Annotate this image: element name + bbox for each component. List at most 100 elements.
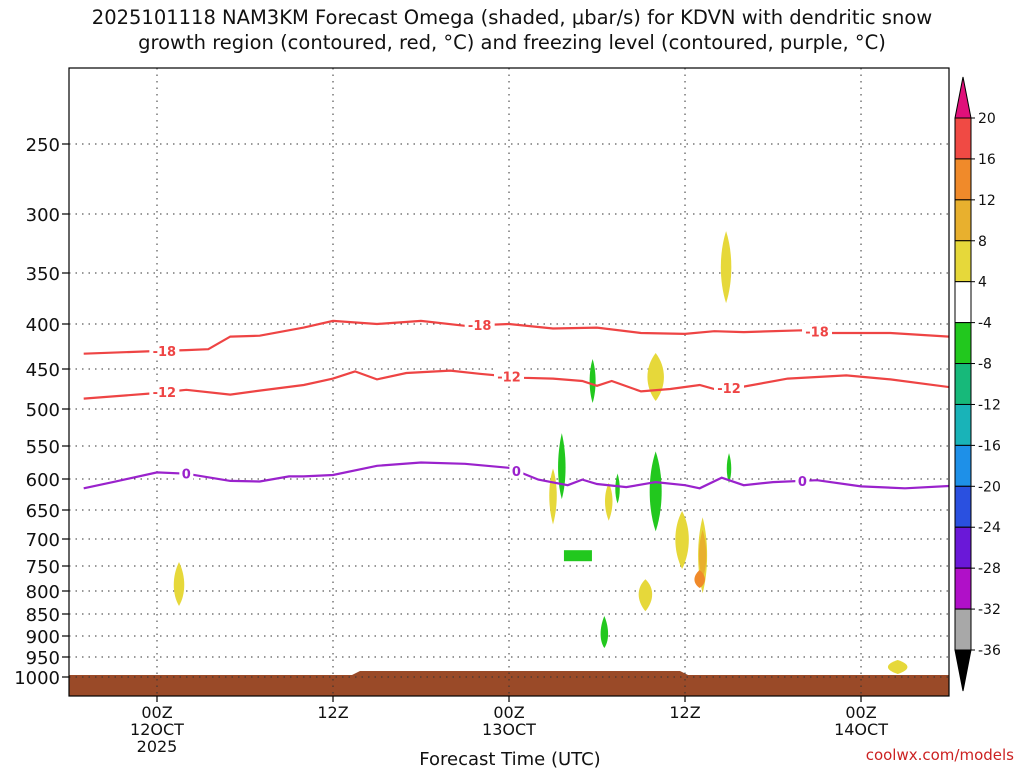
omega-region — [887, 660, 908, 674]
colorbar-cell — [954, 485, 972, 528]
omega-region — [600, 616, 609, 648]
x-tick-label: 2025 — [137, 737, 178, 756]
colorbar-label: 12 — [978, 193, 996, 209]
colorbar-arrow-bottom — [954, 649, 972, 692]
contour-label: -12 — [497, 370, 521, 385]
omega-region — [649, 451, 662, 532]
y-axis: 2503003504004505005506006507007508008509… — [14, 135, 69, 689]
y-tick-label: 250 — [26, 135, 60, 156]
colorbar-cell — [954, 199, 972, 242]
omega-region — [615, 473, 620, 504]
y-tick-label: 350 — [26, 264, 60, 285]
y-tick-label: 800 — [26, 582, 60, 603]
colorbar-cell — [954, 158, 972, 201]
omega-shading-layer — [173, 231, 908, 674]
y-tick-label: 500 — [26, 400, 60, 421]
contour-label: -18 — [468, 319, 492, 334]
y-tick-label: 650 — [26, 501, 60, 522]
colorbar-label: 20 — [978, 111, 996, 127]
x-tick-label: 13OCT — [482, 720, 536, 739]
contour-label: -18 — [153, 345, 177, 360]
colorbar-cell — [954, 403, 972, 446]
x-tick-label: 12Z — [669, 703, 700, 722]
contour-label-bg — [464, 317, 495, 334]
y-tick-label: 400 — [26, 315, 60, 336]
omega-region — [638, 579, 653, 612]
colorbar-label: -36 — [978, 643, 1001, 659]
chart-title-line-2: growth region (contoured, red, °C) and f… — [138, 31, 886, 54]
y-tick-label: 600 — [26, 470, 60, 491]
contour-label-bg — [714, 379, 745, 396]
contour-label-bg — [795, 472, 810, 489]
omega-region — [558, 433, 566, 500]
omega-region — [604, 482, 613, 521]
colorbar-label: -24 — [978, 520, 1001, 536]
x-axis-label: Forecast Time (UTC) — [419, 749, 600, 768]
colorbar-label: -4 — [978, 316, 992, 332]
omega-region — [589, 359, 596, 403]
x-tick-label: 12Z — [317, 703, 348, 722]
colorbar-cell — [954, 240, 972, 283]
omega-region — [720, 231, 732, 304]
colorbar-cell — [954, 444, 972, 487]
colorbar-label: -8 — [978, 357, 992, 373]
contour-label: 0 — [182, 468, 191, 483]
contour-line-0 — [83, 461, 949, 490]
y-tick-label: 900 — [26, 627, 60, 648]
y-tick-label: 1000 — [14, 668, 60, 689]
y-tick-label: 550 — [26, 437, 60, 458]
omega-region — [563, 550, 592, 562]
y-tick-label: 300 — [26, 205, 60, 226]
y-tick-label: 750 — [26, 557, 60, 578]
omega-region — [694, 570, 705, 588]
colorbar-cell — [954, 608, 972, 651]
colorbar-label: -16 — [978, 438, 1001, 454]
x-tick-label: 00Z — [493, 703, 524, 722]
chart-title-line-1: 2025101118 NAM3KM Forecast Omega (shaded… — [92, 6, 932, 29]
colorbar: 20 16 12 8 4 -4 -8 -12 -16 -20 -24 -28 -32 -36 — [954, 76, 1001, 692]
y-tick-label: 850 — [26, 605, 60, 626]
colorbar-arrow-top — [954, 76, 972, 119]
contour-label-bg — [802, 323, 833, 340]
credit-link[interactable]: coolwx.com/models — [866, 746, 1014, 764]
colorbar-label: -32 — [978, 602, 1001, 618]
y-tick-label: 700 — [26, 530, 60, 551]
colorbar-label: 4 — [978, 275, 987, 291]
x-tick-label: 12OCT — [130, 720, 184, 739]
y-tick-label: 950 — [26, 648, 60, 669]
omega-region — [173, 562, 185, 606]
omega-region — [698, 529, 707, 578]
omega-region — [726, 453, 732, 484]
contour-label: -12 — [153, 386, 177, 401]
terrain-surface — [69, 671, 949, 696]
colorbar-label: -12 — [978, 397, 1001, 413]
contour-label-bg — [509, 462, 524, 479]
colorbar-label: 16 — [978, 152, 996, 168]
colorbar-label: 8 — [978, 234, 987, 250]
contour-label-bg — [179, 465, 194, 482]
contour-label-bg — [149, 342, 180, 359]
omega-region — [549, 468, 557, 525]
grid-layer — [69, 68, 949, 696]
contour-layer: -18 -18 -18 -12 -12 -12 0 0 0 — [83, 317, 949, 490]
colorbar-cell — [954, 526, 972, 569]
x-tick-label: 00Z — [141, 703, 172, 722]
colorbar-label: -28 — [978, 561, 1001, 577]
colorbar-label: -20 — [978, 479, 1001, 495]
colorbar-cell — [954, 281, 972, 324]
omega-region — [675, 511, 689, 569]
contour-label: -18 — [805, 326, 829, 341]
x-tick-label: 00Z — [845, 703, 876, 722]
terrain-layer — [69, 671, 949, 696]
contour-label-bg — [149, 384, 180, 401]
x-tick-label: 14OCT — [834, 720, 888, 739]
colorbar-cell — [954, 322, 972, 365]
contour-label: 0 — [798, 475, 807, 490]
colorbar-cell — [954, 363, 972, 405]
contour-label: 0 — [512, 465, 521, 480]
contour-label-bg — [494, 368, 525, 385]
colorbar-cell — [954, 117, 972, 160]
y-tick-label: 450 — [26, 360, 60, 381]
